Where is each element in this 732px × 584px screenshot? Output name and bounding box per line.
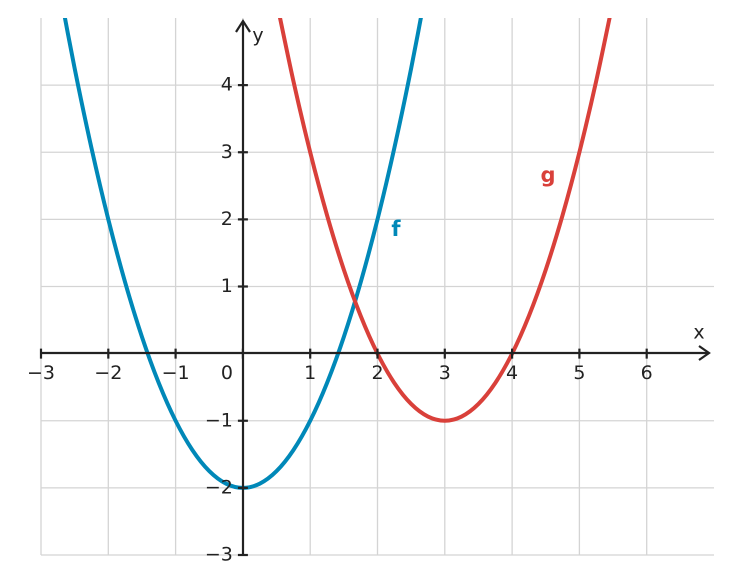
x-axis-arrow <box>698 345 711 361</box>
x-tick-label: 5 <box>573 362 585 384</box>
x-tick-label: 6 <box>641 362 653 384</box>
y-tick-label: −3 <box>205 544 233 566</box>
y-tick-label: −2 <box>205 476 233 498</box>
grid <box>40 18 714 556</box>
y-tick-label: 4 <box>221 74 233 96</box>
y-axis-label: y <box>252 25 263 47</box>
ticks: −3 −2 −1 0 1 2 3 4 5 6 −3 −2 −1 1 2 3 4 <box>27 74 653 566</box>
curve <box>277 18 612 423</box>
y-axis-arrow <box>235 18 251 33</box>
x-tick-label: 2 <box>371 362 383 384</box>
x-axis-label: x <box>693 322 704 344</box>
y-tick-label: 2 <box>221 208 233 230</box>
x-tick-label: 1 <box>304 362 316 384</box>
curve-label: g <box>540 163 555 187</box>
y-tick-label: −1 <box>205 409 233 431</box>
x-tick-label: 3 <box>439 362 451 384</box>
x-tick-label: 0 <box>221 362 233 384</box>
x-tick-label: 4 <box>506 362 518 384</box>
curves <box>62 18 612 490</box>
y-tick-label: 1 <box>221 275 233 297</box>
x-tick-label: −3 <box>27 362 55 384</box>
x-tick-label: −1 <box>162 362 190 384</box>
y-tick-label: 3 <box>221 141 233 163</box>
curve-label: f <box>391 217 401 241</box>
x-tick-label: −2 <box>94 362 122 384</box>
